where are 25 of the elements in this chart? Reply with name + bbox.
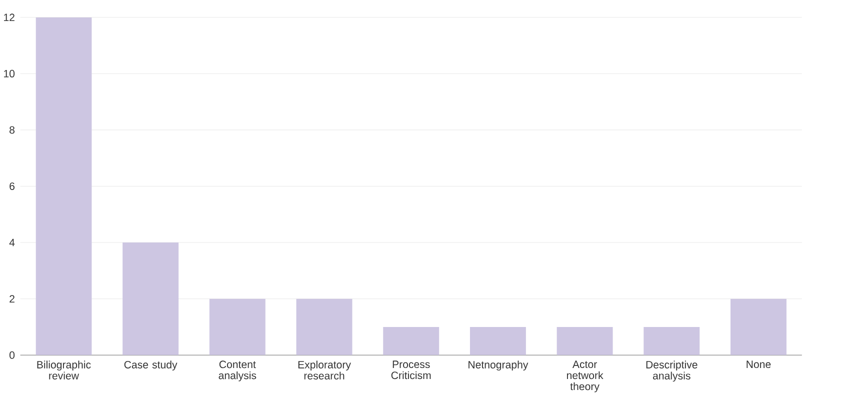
bar (209, 298, 266, 355)
y-tick-label: 8 (10, 126, 15, 134)
bar (556, 326, 613, 355)
x-tick-label: Process Criticism (391, 360, 431, 379)
y-tick-label: 6 (10, 182, 15, 190)
x-tick-label: Descriptive analysis (646, 360, 698, 382)
y-tick-label: 12 (4, 14, 14, 21)
y-tick-label: 2 (10, 294, 14, 302)
x-tick-label: None (746, 360, 771, 368)
x-tick-label: Netnography (468, 360, 528, 370)
bar (296, 298, 352, 355)
x-tick-label: Content analysis (218, 360, 256, 382)
y-tick-label: 0 (10, 351, 15, 359)
y-tick-label: 10 (4, 70, 15, 78)
bar (470, 326, 526, 355)
bar (730, 298, 786, 355)
x-tick-label: Exploratory research (298, 360, 351, 380)
bar (383, 326, 440, 355)
bar (36, 17, 92, 355)
x-tick-label: Case study (124, 360, 178, 370)
x-tick-label: Biliographic review (37, 360, 91, 380)
bar (644, 326, 700, 355)
bar (122, 242, 179, 355)
x-tick-label: Actor network theory (566, 360, 604, 392)
y-tick-label: 4 (9, 238, 15, 246)
